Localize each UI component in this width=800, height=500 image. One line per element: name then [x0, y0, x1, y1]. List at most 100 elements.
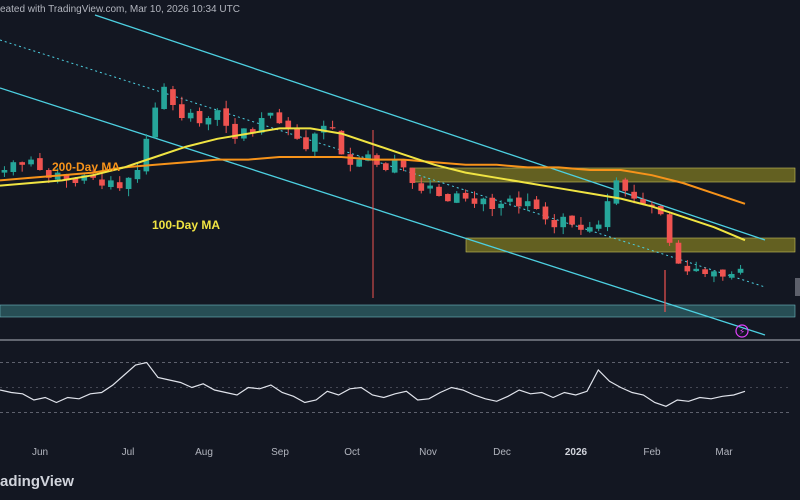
candle-body — [675, 242, 682, 264]
candle-body — [45, 170, 52, 178]
candle-body — [533, 199, 540, 209]
candle-body — [728, 274, 735, 278]
x-tick-label: Oct — [344, 447, 360, 458]
candle-body — [684, 265, 691, 272]
candle-body — [604, 201, 611, 228]
candle-body — [516, 197, 522, 207]
candle-body — [134, 170, 141, 180]
candle-body — [99, 179, 105, 186]
candle-body — [391, 159, 398, 173]
header-caption: eated with TradingView.com, Mar 10, 2026… — [0, 4, 240, 15]
candle-body — [152, 107, 159, 138]
candle-body — [409, 167, 416, 183]
lightning-icon-ring — [735, 324, 749, 338]
x-tick-label: Feb — [643, 447, 661, 458]
candle-body — [640, 199, 646, 204]
tradingview-brand[interactable]: adingView — [0, 473, 74, 490]
candle-body — [72, 177, 79, 183]
candle-body — [489, 197, 496, 209]
candle-body — [312, 133, 318, 152]
x-tick-label: Jul — [122, 447, 135, 458]
candle-body — [1, 170, 8, 173]
candle-body — [232, 123, 238, 139]
candle-body — [28, 159, 34, 165]
candle-body — [524, 201, 531, 207]
candle-body — [480, 198, 487, 205]
x-tick-label: Sep — [271, 447, 289, 458]
x-tick-label: Aug — [195, 447, 213, 458]
candle-body — [400, 160, 407, 168]
candle-body — [196, 111, 203, 124]
candle-body — [436, 186, 442, 196]
candle-body — [569, 215, 575, 225]
candle-body — [258, 118, 265, 133]
candle-body — [551, 219, 558, 228]
ma200-label: 200-Day MA — [52, 160, 121, 174]
candle-body — [205, 118, 212, 125]
candle-body — [276, 112, 283, 124]
candle-body — [143, 138, 150, 172]
channel-lower-line — [0, 87, 766, 336]
candle-body — [595, 224, 602, 229]
rsi-pane — [0, 361, 790, 413]
candle-body — [507, 198, 513, 202]
candle-body — [498, 203, 504, 209]
x-tick-label: Nov — [419, 447, 437, 458]
candle-body — [294, 127, 300, 139]
candle-body — [702, 269, 708, 274]
candle-body — [178, 104, 185, 118]
candle-body — [542, 206, 549, 220]
candle-body — [693, 268, 700, 272]
ma100-line — [0, 127, 746, 242]
candle-body — [622, 179, 629, 191]
candle-body — [37, 158, 43, 170]
candle-body — [116, 182, 123, 189]
candle-body — [471, 198, 478, 204]
candle-body — [338, 130, 345, 155]
x-tick-label: Jun — [32, 447, 48, 458]
candle-body — [320, 125, 327, 133]
candle-body — [125, 177, 132, 189]
icons-layer: ⚡ — [735, 324, 749, 338]
support-zone — [0, 304, 796, 318]
candle-body — [586, 227, 593, 232]
candle-body — [63, 174, 70, 181]
candle-body — [613, 180, 620, 204]
lightning-icon: ⚡ — [739, 328, 745, 338]
candle-body — [10, 162, 17, 172]
rsi-line — [0, 361, 746, 407]
channel-layer — [0, 14, 766, 336]
moving-averages-layer — [0, 127, 746, 242]
candle-body — [187, 112, 194, 119]
resistance-zone-lower — [465, 237, 796, 253]
candle-body — [578, 224, 584, 230]
candle-body — [711, 271, 717, 277]
candle-body — [666, 214, 673, 243]
candle-body — [81, 175, 88, 181]
candle-body — [347, 154, 354, 165]
candle-body — [329, 127, 336, 129]
candle-body — [382, 163, 389, 170]
candle-body — [303, 137, 309, 150]
price-scale-marker — [795, 278, 800, 296]
candle-body — [249, 129, 256, 134]
x-tick-label: Dec — [493, 447, 511, 458]
candle-body — [90, 174, 96, 178]
candle-body — [161, 86, 167, 110]
candle-body — [108, 180, 114, 187]
candle-body — [560, 216, 567, 228]
candle-body — [170, 89, 176, 105]
x-tick-label: Mar — [715, 447, 733, 458]
channel-upper-line — [94, 14, 766, 241]
candle-body — [365, 154, 371, 161]
candle-body — [719, 269, 726, 277]
candle-body — [223, 108, 229, 126]
x-tick-label: 2026 — [565, 447, 588, 458]
candle-body — [356, 159, 363, 167]
candle-body — [737, 268, 744, 273]
candle-body — [214, 110, 221, 120]
candle-body — [453, 193, 460, 203]
x-axis: Jun Jul Aug Sep Oct Nov Dec 2026 Feb Mar — [32, 447, 733, 458]
candle-body — [445, 194, 451, 202]
